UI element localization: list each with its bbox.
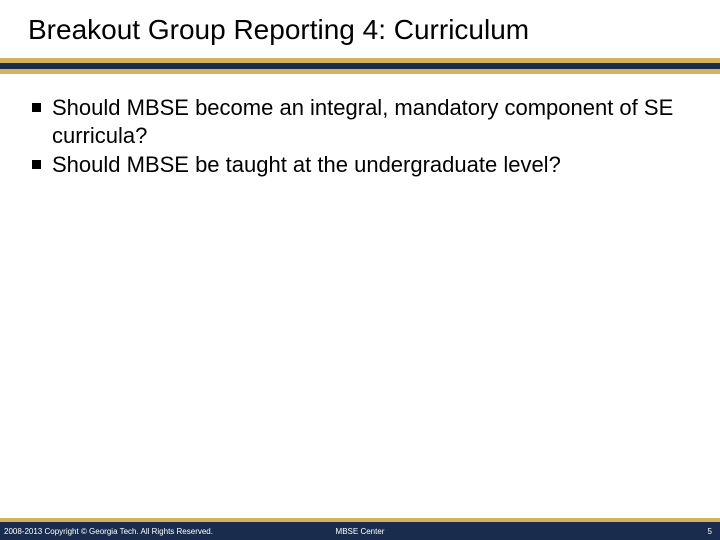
footer-center-label: MBSE Center — [336, 527, 385, 536]
content-area: Should MBSE become an integral, mandator… — [0, 74, 720, 540]
slide-title: Breakout Group Reporting 4: Curriculum — [28, 14, 692, 46]
footer-bar: 2008-2013 Copyright © Georgia Tech. All … — [0, 522, 720, 540]
slide-container: Breakout Group Reporting 4: Curriculum S… — [0, 0, 720, 540]
bullet-item: Should MBSE become an integral, mandator… — [30, 94, 690, 149]
accent-band — [0, 58, 720, 74]
bullet-list: Should MBSE become an integral, mandator… — [30, 94, 690, 179]
title-area: Breakout Group Reporting 4: Curriculum — [0, 0, 720, 52]
footer-page-number: 5 — [708, 527, 712, 536]
footer-copyright: 2008-2013 Copyright © Georgia Tech. All … — [4, 527, 213, 536]
bullet-item: Should MBSE be taught at the undergradua… — [30, 151, 690, 179]
